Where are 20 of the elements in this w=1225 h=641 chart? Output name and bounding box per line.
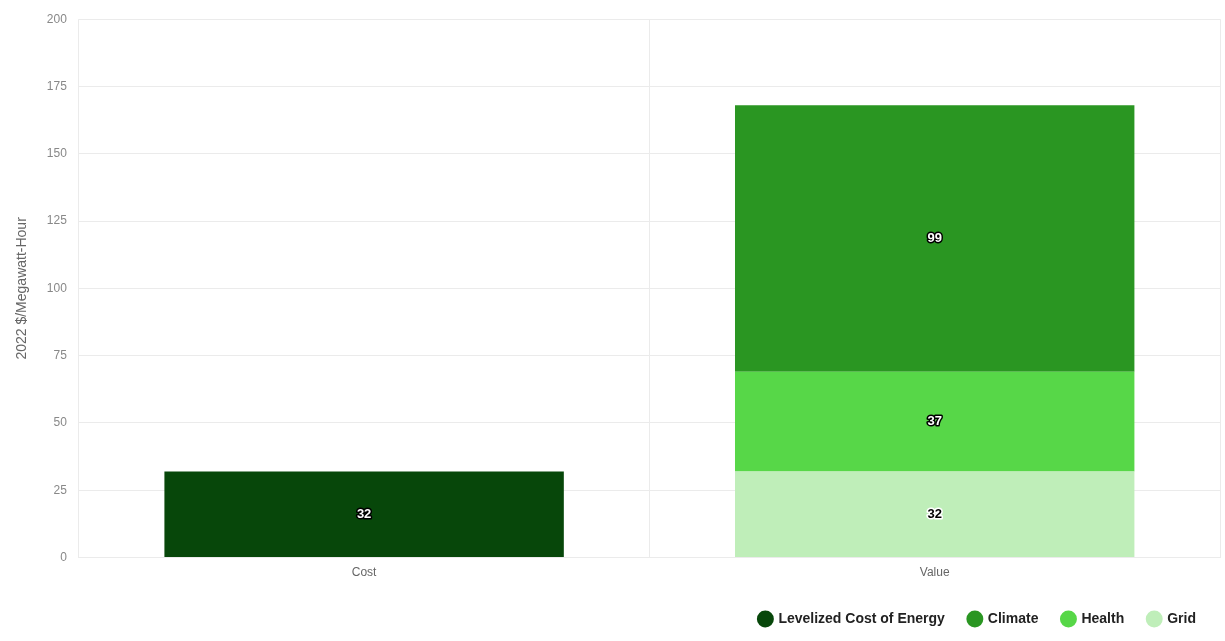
legend-label: Health [1081,609,1125,626]
data-label: 32 [927,505,942,521]
x-tick-label: Cost [351,565,378,580]
y-tick-label: 75 [53,348,68,363]
y-tick-label: 175 [46,78,68,93]
y-axis-title: 2022 $/Megawatt-Hour [13,216,30,360]
y-tick-label: 50 [53,415,68,430]
data-label: 37 [927,413,942,429]
y-tick-label: 150 [46,146,68,161]
data-label: 99 [927,230,942,246]
legend-label: Grid [1167,609,1196,626]
y-tick-label: 200 [46,11,68,26]
legend-label: Levelized Cost of Energy [778,609,946,626]
y-tick-label: 125 [46,213,68,228]
x-tick-label: Value [919,565,950,580]
y-tick-label: 25 [53,482,68,497]
data-label: 32 [356,505,372,521]
legend-label: Climate [987,609,1039,626]
y-tick-label: 100 [46,280,68,295]
y-tick-label: 0 [60,549,68,564]
